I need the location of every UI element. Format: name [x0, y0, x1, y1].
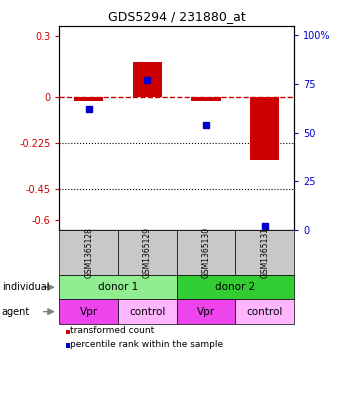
Text: transformed count: transformed count: [70, 327, 154, 335]
Bar: [250, 97, 279, 160]
Text: agent: agent: [2, 307, 30, 317]
Text: donor 2: donor 2: [215, 282, 256, 292]
Text: Vpr: Vpr: [80, 307, 98, 317]
Bar: [133, 62, 162, 97]
Text: donor 1: donor 1: [98, 282, 138, 292]
Text: Vpr: Vpr: [197, 307, 215, 317]
Text: individual: individual: [2, 282, 49, 292]
Text: GSM1365129: GSM1365129: [143, 227, 152, 278]
Bar: [191, 97, 221, 101]
Text: percentile rank within the sample: percentile rank within the sample: [70, 340, 223, 349]
Bar: [74, 97, 103, 101]
Text: control: control: [246, 307, 283, 317]
Text: GSM1365131: GSM1365131: [260, 227, 269, 278]
Title: GDS5294 / 231880_at: GDS5294 / 231880_at: [108, 10, 246, 23]
Text: control: control: [129, 307, 166, 317]
Text: GSM1365128: GSM1365128: [84, 227, 93, 278]
Text: GSM1365130: GSM1365130: [202, 227, 210, 278]
